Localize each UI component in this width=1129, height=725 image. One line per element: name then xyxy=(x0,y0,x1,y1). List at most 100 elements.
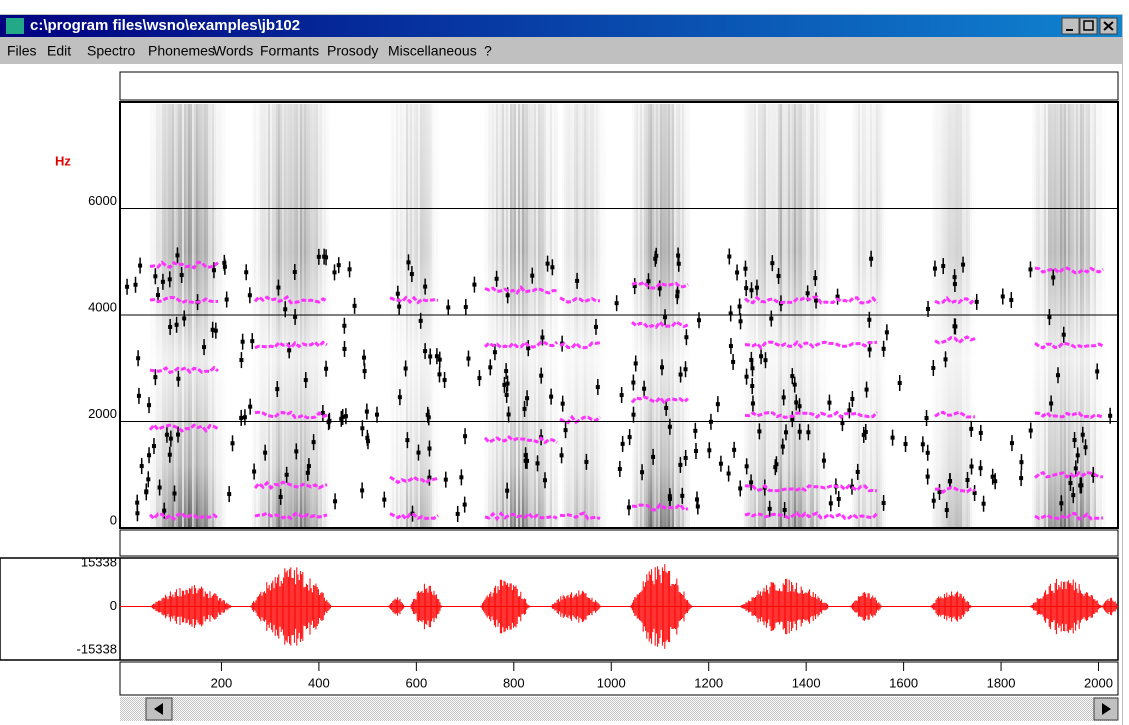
spectrogram-column xyxy=(570,104,572,528)
spectrogram-column xyxy=(268,104,270,528)
spectrogram-column xyxy=(584,104,586,528)
menu-item[interactable]: Miscellaneous xyxy=(388,43,477,59)
spectrogram-column xyxy=(184,104,186,528)
menu-item[interactable]: Prosody xyxy=(327,43,378,59)
formant-point xyxy=(715,402,720,407)
spectrogram-column xyxy=(160,104,162,528)
formant-point xyxy=(347,267,352,272)
formant-point xyxy=(920,442,925,447)
spectrogram-column xyxy=(1064,104,1066,528)
formant-track xyxy=(254,410,328,420)
spectrogram-column xyxy=(390,104,392,528)
spectrogram-column xyxy=(424,104,426,528)
spectrogram-column xyxy=(318,104,320,528)
y-tick-label: -15338 xyxy=(77,641,117,656)
unit-label: Hz xyxy=(55,153,71,168)
formant-point xyxy=(941,264,946,269)
spectrogram-column xyxy=(222,104,224,528)
minimize-button[interactable] xyxy=(1061,17,1080,35)
spectrogram-column xyxy=(860,104,862,528)
formant-point xyxy=(743,266,748,271)
formant-point xyxy=(147,453,152,458)
spectrogram-column xyxy=(590,104,592,528)
spectrogram-column xyxy=(580,104,582,528)
formant-point xyxy=(631,412,636,417)
formant-point xyxy=(136,356,141,361)
spectrogram-column xyxy=(1052,104,1054,528)
menu-item[interactable]: ? xyxy=(484,43,492,59)
spectrogram-column xyxy=(190,104,192,528)
formant-point xyxy=(135,511,140,516)
formant-point xyxy=(642,386,647,391)
spectrogram-column xyxy=(548,104,550,528)
spectrogram-column xyxy=(938,104,940,528)
formant-point xyxy=(550,265,555,270)
y-tick-label: 0 xyxy=(110,598,117,613)
formant-point xyxy=(683,367,688,372)
spectrogram-column xyxy=(864,104,866,528)
spectrogram-column xyxy=(506,104,508,528)
formant-point xyxy=(459,475,464,480)
formant-point xyxy=(667,424,672,429)
formant-point xyxy=(750,366,755,371)
formant-point xyxy=(540,335,545,340)
spectrogram-column xyxy=(790,104,792,528)
spectrogram-column xyxy=(828,104,830,528)
menu-item[interactable]: Edit xyxy=(47,43,71,59)
formant-point xyxy=(750,401,755,406)
formant-point xyxy=(382,497,387,502)
spectrogram-column xyxy=(270,104,272,528)
scrollbar[interactable] xyxy=(120,697,1118,721)
spectrogram-column xyxy=(644,104,646,528)
formant-point xyxy=(153,375,158,380)
spectrogram-column xyxy=(794,104,796,528)
formant-point xyxy=(1047,315,1052,320)
spectrogram-column xyxy=(166,104,168,528)
formant-point xyxy=(881,500,886,505)
menu-item[interactable]: Phonemes xyxy=(148,43,215,59)
spectrogram-column xyxy=(1090,104,1092,528)
formant-point xyxy=(1049,401,1054,406)
formant-point xyxy=(676,261,681,266)
formant-point xyxy=(176,432,181,437)
spectrogram-column xyxy=(668,104,670,528)
formant-point xyxy=(494,276,499,281)
formant-point xyxy=(969,464,974,469)
spectrogram-column xyxy=(324,104,326,528)
formant-point xyxy=(1019,476,1024,481)
formant-point xyxy=(418,318,423,323)
x-tick-label: 2000 xyxy=(1084,675,1113,690)
formant-point xyxy=(559,453,564,458)
spectrogram-column xyxy=(854,104,856,528)
spectrogram-column xyxy=(498,104,500,528)
spectrogram-column xyxy=(772,104,774,528)
spectrogram-column xyxy=(884,104,886,528)
menu-item[interactable]: Formants xyxy=(260,43,319,59)
formant-point xyxy=(563,428,568,433)
menu-item[interactable]: Spectro xyxy=(87,43,135,59)
spectrogram-column xyxy=(786,104,788,528)
spectrogram-column xyxy=(426,104,428,528)
formant-point xyxy=(1000,294,1005,299)
spectrogram-column xyxy=(1056,104,1058,528)
formant-track xyxy=(148,511,219,521)
formant-point xyxy=(1009,441,1014,446)
formant-point xyxy=(780,444,785,449)
formant-point xyxy=(263,450,268,455)
formant-point xyxy=(767,506,772,511)
menu-item[interactable]: Words xyxy=(213,43,253,59)
spectrogram-column xyxy=(642,104,644,528)
spectrogram-column xyxy=(684,104,686,528)
formant-point xyxy=(654,253,659,258)
formant-point xyxy=(182,316,187,321)
menu-item[interactable]: Files xyxy=(7,43,37,59)
spectrogram-column xyxy=(308,104,310,528)
spectrogram-column xyxy=(882,104,884,528)
spectrogram-column xyxy=(406,104,408,528)
spectrogram-column xyxy=(970,104,972,528)
spectrogram-column xyxy=(582,104,584,528)
spectrogram-column xyxy=(410,104,412,528)
spectrogram-column xyxy=(874,104,876,528)
y-tick-label: 6000 xyxy=(88,193,117,208)
formant-point xyxy=(1091,472,1096,477)
